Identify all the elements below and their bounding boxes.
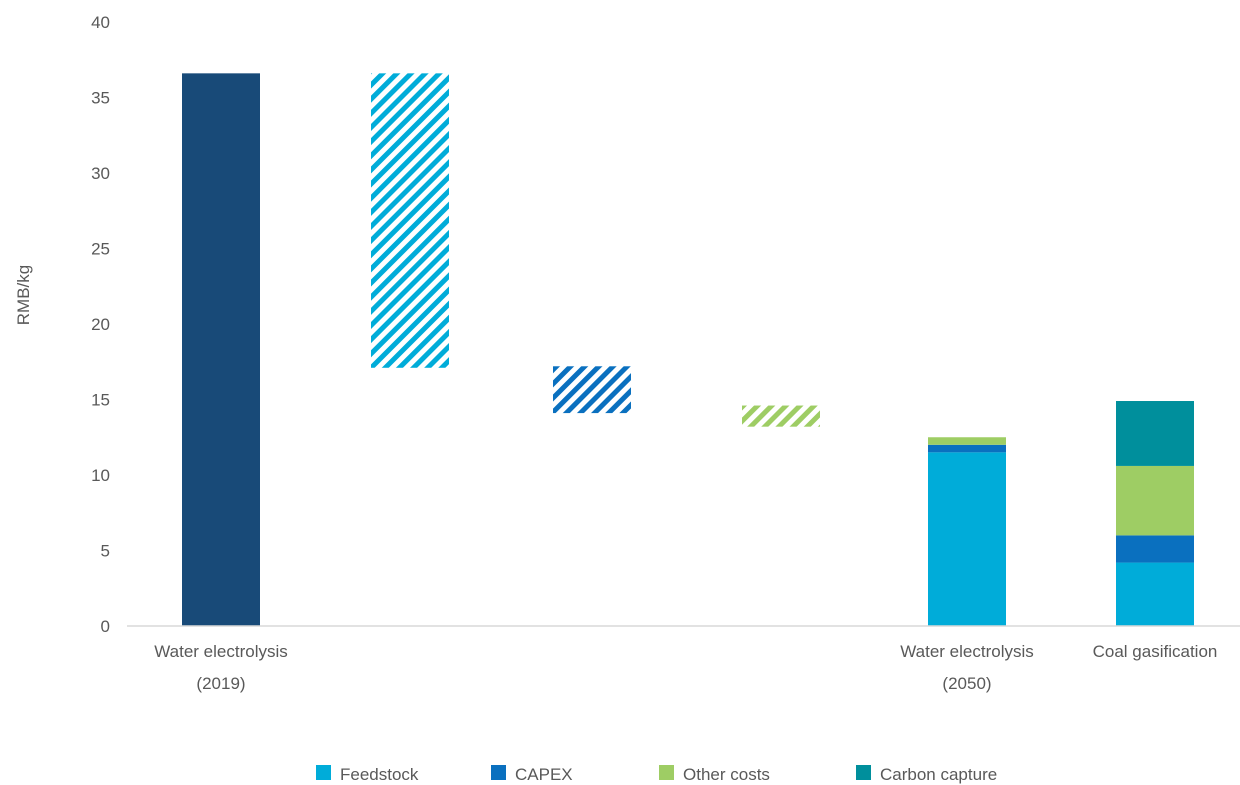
y-tick-label: 0 (101, 617, 110, 636)
legend-swatch-feedstock (316, 765, 331, 780)
legend-label-carbon-capture: Carbon capture (880, 765, 997, 784)
bar-segment-other-costs (928, 437, 1006, 445)
bar-segment-feedstock (1116, 562, 1194, 626)
legend-swatch-carbon-capture (856, 765, 871, 780)
y-tick-label: 35 (91, 89, 110, 108)
y-tick-label: 30 (91, 164, 110, 183)
y-tick-label: 40 (91, 13, 110, 32)
bar-segment-feedstock (928, 452, 1006, 626)
bar-segment-other-costs (1116, 465, 1194, 536)
bar-decrease-capex (553, 366, 631, 414)
bar-decrease-other-costs (742, 405, 820, 427)
legend-swatch-capex (491, 765, 506, 780)
bar-segment-capex (1116, 535, 1194, 563)
bar-segment-carbon-capture (1116, 401, 1194, 466)
y-axis-ticks: 0 5 10 15 20 25 30 35 40 (91, 13, 110, 636)
bars-group (182, 73, 1194, 627)
bar-decrease-feedstock (371, 73, 449, 368)
category-label: Coal gasification (1093, 642, 1218, 661)
legend-swatch-other-costs (659, 765, 674, 780)
category-label: Water electrolysis (154, 642, 288, 661)
y-tick-label: 15 (91, 391, 110, 410)
legend-label-capex: CAPEX (515, 765, 573, 784)
y-tick-label: 25 (91, 240, 110, 259)
legend: Feedstock CAPEX Other costs Carbon capture (316, 765, 997, 784)
category-labels: Water electrolysis (2019) Water electrolys… (154, 642, 1217, 693)
y-tick-label: 10 (91, 466, 110, 485)
legend-label-other-costs: Other costs (683, 765, 770, 784)
y-tick-label: 5 (101, 542, 110, 561)
legend-label-feedstock: Feedstock (340, 765, 419, 784)
category-label: (2050) (942, 674, 991, 693)
category-label: (2019) (196, 674, 245, 693)
bar-segment-capex (928, 444, 1006, 453)
category-label: Water electrolysis (900, 642, 1034, 661)
bar-segment-total (182, 73, 260, 627)
y-tick-label: 20 (91, 315, 110, 334)
y-axis-title: RMB/kg (14, 265, 33, 325)
